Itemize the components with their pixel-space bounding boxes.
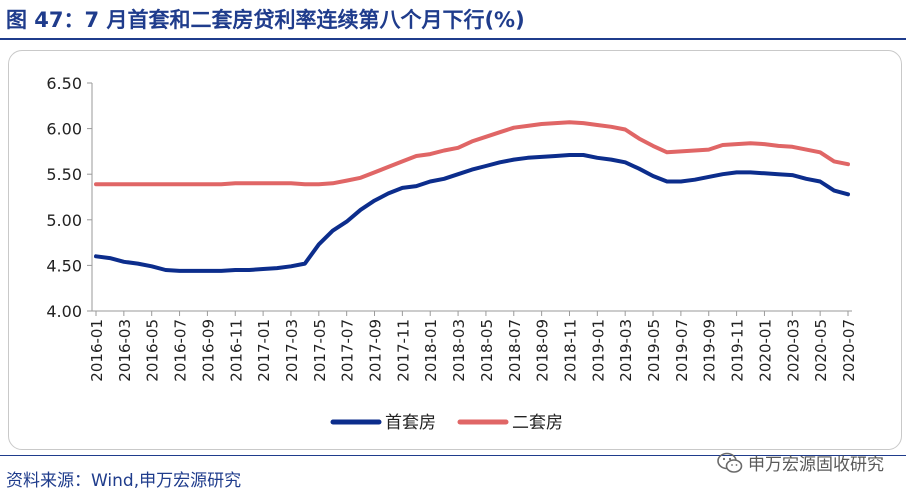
x-tick-label: 2017-01 xyxy=(255,319,273,382)
x-tick-label: 2020-05 xyxy=(812,319,830,382)
legend-label-2: 二套房 xyxy=(512,413,563,433)
x-tick-label: 2018-09 xyxy=(534,319,552,382)
x-tick-label: 2016-01 xyxy=(88,319,106,382)
x-tick-label: 2016-11 xyxy=(227,319,245,382)
x-tick-label: 2017-03 xyxy=(283,319,301,382)
y-tick-label: 5.00 xyxy=(46,211,82,230)
watermark: 申万宏源固收研究 xyxy=(716,450,884,475)
x-tick-label: 2016-05 xyxy=(144,319,162,382)
x-tick-label: 2018-03 xyxy=(450,319,468,382)
series-line-2 xyxy=(94,120,850,187)
y-tick-label: 4.00 xyxy=(46,302,82,321)
watermark-text: 申万宏源固收研究 xyxy=(748,455,884,475)
x-tick-label: 2019-09 xyxy=(701,319,719,382)
x-tick-label: 2018-01 xyxy=(422,319,440,382)
legend-label-1: 首套房 xyxy=(385,413,436,433)
y-tick-label: 6.50 xyxy=(46,74,82,93)
y-tick-label: 5.50 xyxy=(46,165,82,184)
series-line-1 xyxy=(94,153,850,273)
title-divider xyxy=(0,38,906,40)
x-tick-label: 2019-03 xyxy=(617,319,635,382)
footer-divider xyxy=(0,455,906,456)
x-tick-label: 2017-11 xyxy=(394,319,412,382)
x-tick-label: 2018-11 xyxy=(561,319,579,382)
x-tick-label: 2017-05 xyxy=(311,319,329,382)
x-tick-label: 2020-07 xyxy=(840,319,858,382)
wechat-icon xyxy=(717,452,743,473)
x-tick-label: 2019-11 xyxy=(729,319,747,382)
x-tick-label: 2020-01 xyxy=(756,319,774,382)
x-tick-label: 2016-09 xyxy=(199,319,217,382)
x-tick-label: 2020-03 xyxy=(784,319,802,382)
x-tick-label: 2019-05 xyxy=(645,319,663,382)
x-tick-label: 2019-01 xyxy=(589,319,607,382)
x-tick-label: 2017-07 xyxy=(339,319,357,382)
y-tick-label: 6.00 xyxy=(46,120,82,139)
x-tick-label: 2017-09 xyxy=(367,319,385,382)
x-tick-label: 2016-03 xyxy=(116,319,134,382)
x-tick-label: 2018-07 xyxy=(506,319,524,382)
source-note: 资料来源：Wind,申万宏源研究 xyxy=(6,471,242,491)
chart-frame xyxy=(8,50,902,450)
x-tick-label: 2016-07 xyxy=(172,319,190,382)
page-title: 图 47：7 月首套和二套房贷利率连续第八个月下行(%) xyxy=(6,8,525,32)
x-tick-label: 2018-05 xyxy=(478,319,496,382)
y-tick-label: 4.50 xyxy=(46,256,82,275)
line-chart: 4.00 4.50 5.00 5.50 6.00 6.50 2016-01 2016-03 20… xyxy=(46,74,858,433)
x-tick-label: 2019-07 xyxy=(673,319,691,382)
